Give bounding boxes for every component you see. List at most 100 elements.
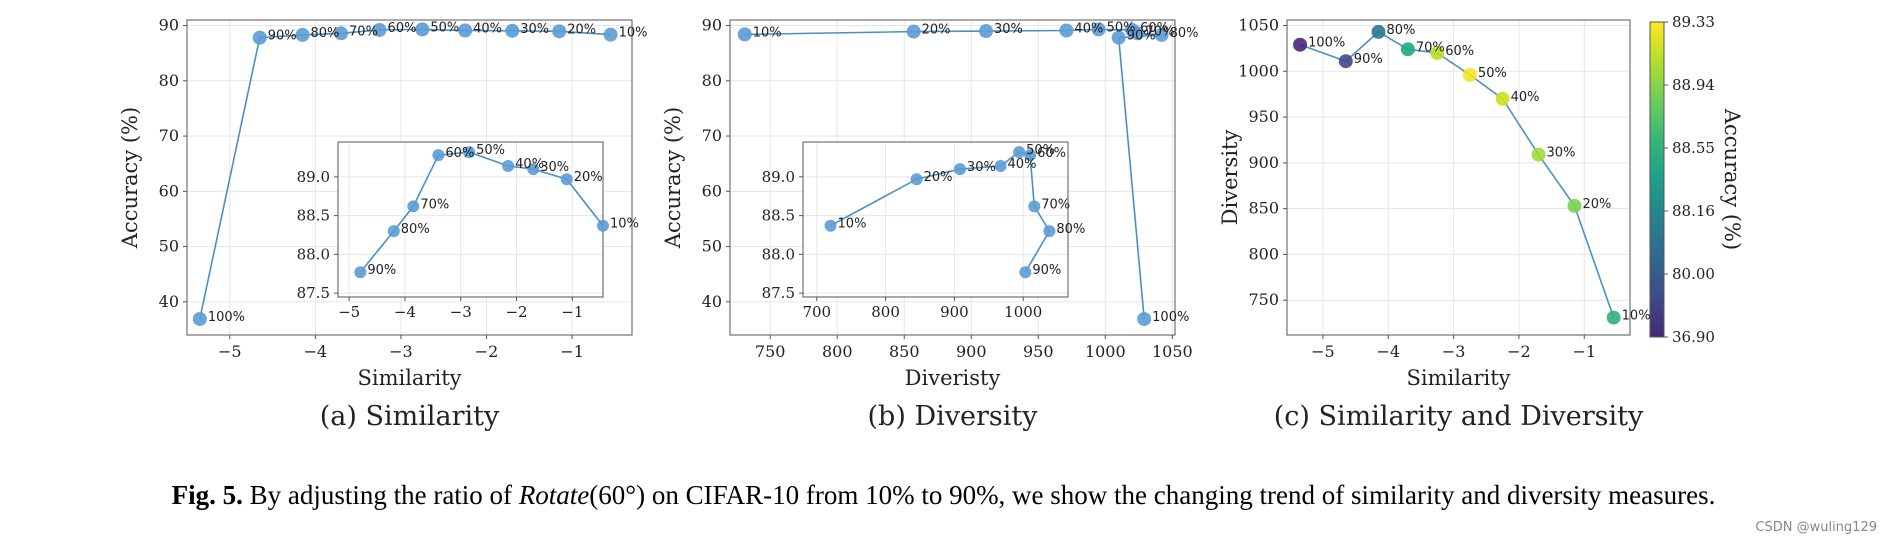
diversity-data-point	[1154, 27, 1169, 42]
diversity-y-axis-label: Accuracy (%)	[661, 107, 685, 249]
similarity-inset-data-point	[597, 219, 609, 232]
diversity-data-label: 10%	[753, 25, 782, 40]
sim-div-data-label: 30%	[1547, 146, 1576, 161]
similarity-inset-data-point	[502, 160, 515, 173]
similarity-inset-data-label: 80%	[401, 222, 430, 237]
similarity-subtitle: (a) Similarity	[320, 401, 500, 432]
panel-diversity: 750 800 850 900 950 1000 1050 40 50 60 70 80 90 10% 20…	[661, 16, 1199, 432]
diversity-inset-xtick-label: 800	[871, 303, 900, 321]
sim-div-data-label: 80%	[1386, 23, 1415, 38]
diversity-data-point	[1111, 30, 1126, 45]
similarity-inset-data-point	[463, 146, 476, 159]
similarity-inset-data-label: 60%	[445, 146, 474, 161]
sim-div-plot-area	[1287, 20, 1630, 335]
sim-div-data-point	[1462, 67, 1477, 82]
diversity-xtick-label: 750	[755, 342, 786, 361]
similarity-data-point	[458, 23, 473, 38]
sim-div-data-point	[1430, 45, 1445, 60]
diversity-inset-frame	[802, 141, 1069, 298]
sim-div-data-label: 50%	[1478, 66, 1507, 81]
diversity-inset-data-point	[1013, 146, 1026, 159]
similarity-data-point	[603, 27, 618, 42]
similarity-inset-data-point	[560, 173, 573, 186]
diversity-data-label: 40%	[1074, 22, 1103, 37]
similarity-inset-data-label: 70%	[420, 197, 449, 212]
similarity-xtick-label: −2	[475, 342, 499, 361]
similarity-inset-data-point	[432, 149, 445, 162]
similarity-inset-data-label: 90%	[367, 263, 396, 278]
similarity-data-label: 50%	[430, 20, 459, 35]
diversity-inset-xtick-label: 700	[802, 303, 831, 321]
sim-div-xtick-label: −5	[1311, 342, 1335, 361]
diversity-data-label: 20%	[922, 23, 951, 38]
similarity-ytick-label: 80	[159, 71, 179, 90]
figure-label: Fig. 5.	[171, 480, 243, 510]
similarity-inset-xtick-label: −1	[561, 303, 583, 321]
diversity-inset-data-point	[910, 173, 923, 186]
similarity-data-point	[415, 22, 430, 37]
diversity-inset-data-point	[994, 160, 1007, 173]
similarity-inset-ytick-label: 88.5	[297, 207, 330, 225]
similarity-data-point	[192, 311, 207, 326]
diversity-ytick-label: 50	[702, 237, 722, 256]
caption-text-before: By adjusting the ratio of	[249, 480, 519, 510]
sim-div-data-label: 20%	[1582, 197, 1611, 212]
diversity-xtick-label: 900	[956, 342, 987, 361]
diversity-data-label: 100%	[1152, 310, 1189, 325]
sim-div-ytick-label: 1000	[1238, 61, 1279, 80]
sim-div-y-axis-label: Diversity	[1218, 130, 1242, 226]
similarity-data-label: 100%	[208, 310, 245, 325]
similarity-inset: −5 −4 −3 −2 −1 87.5 88.0 88.5 89.0 90% 80% 70% 60% 50…	[297, 141, 639, 321]
diversity-data-point	[737, 27, 752, 42]
caption-text-after: (60°) on CIFAR-10 from 10% to 90%, we sh…	[589, 480, 1716, 510]
sim-div-frame	[1286, 19, 1631, 336]
diversity-subtitle: (b) Diversity	[868, 401, 1039, 432]
similarity-inset-xtick-label: −4	[394, 303, 416, 321]
sim-div-data-point	[1338, 54, 1353, 69]
diversity-x-axis-label: Diveristy	[905, 366, 1001, 390]
sim-div-ytick-label: 850	[1248, 199, 1279, 218]
diversity-data-label: 70%	[1145, 24, 1174, 39]
diversity-inset-xtick-label: 1000	[1004, 303, 1042, 321]
sim-div-data-label: 60%	[1445, 44, 1474, 59]
diversity-ytick-label: 90	[702, 16, 722, 35]
diversity-inset-data-label: 40%	[1008, 157, 1037, 172]
similarity-data-label: 70%	[349, 24, 378, 39]
diversity-data-point	[1130, 26, 1145, 41]
panel-similarity-and-diversity: −5 −4 −3 −2 −1 750 800 850 900 950 1000 1050 100% 90%…	[1218, 13, 1744, 432]
diversity-inset-ytick-label: 89.0	[762, 168, 795, 186]
colorbar-label: Accuracy (%)	[1720, 108, 1744, 250]
diversity-xtick-label: 850	[889, 342, 920, 361]
similarity-inset-data-label: 40%	[515, 157, 544, 172]
diversity-data-point	[979, 24, 994, 39]
diversity-inset-data-point	[1019, 266, 1032, 279]
sim-div-data-point	[1293, 37, 1308, 52]
similarity-inset-xtick-label: −5	[338, 303, 360, 321]
sim-div-series-line	[1299, 30, 1615, 318]
similarity-ytick-label: 40	[159, 292, 179, 311]
diversity-inset-ytick-label: 88.5	[762, 207, 795, 225]
diversity-inset-data-label: 60%	[1037, 146, 1066, 161]
similarity-inset-data-label: 30%	[540, 160, 569, 175]
diversity-xtick-label: 1000	[1085, 342, 1126, 361]
diversity-inset-data-point	[824, 219, 837, 232]
sim-div-data-label: 100%	[1308, 36, 1345, 51]
diversity-inset-data-label: 50%	[1026, 143, 1055, 158]
diversity-ytick-label: 70	[702, 126, 722, 145]
similarity-data-label: 10%	[619, 26, 648, 41]
sim-div-data-point	[1495, 91, 1510, 106]
sim-div-data-point	[1400, 42, 1415, 57]
sim-div-ytick-label: 1050	[1238, 15, 1279, 34]
similarity-inset-frame	[337, 141, 604, 298]
similarity-inset-data-point	[387, 225, 400, 238]
diversity-inset-data-point	[953, 163, 966, 176]
similarity-xtick-label: −1	[560, 342, 584, 361]
similarity-inset-ytick-label: 89.0	[297, 168, 330, 186]
diversity-ytick-label: 40	[702, 292, 722, 311]
colorbar-tick-label: 36.90	[1672, 328, 1715, 346]
sim-div-data-point	[1606, 310, 1621, 325]
diversity-data-point	[906, 24, 921, 39]
diversity-xtick-label: 800	[822, 342, 853, 361]
